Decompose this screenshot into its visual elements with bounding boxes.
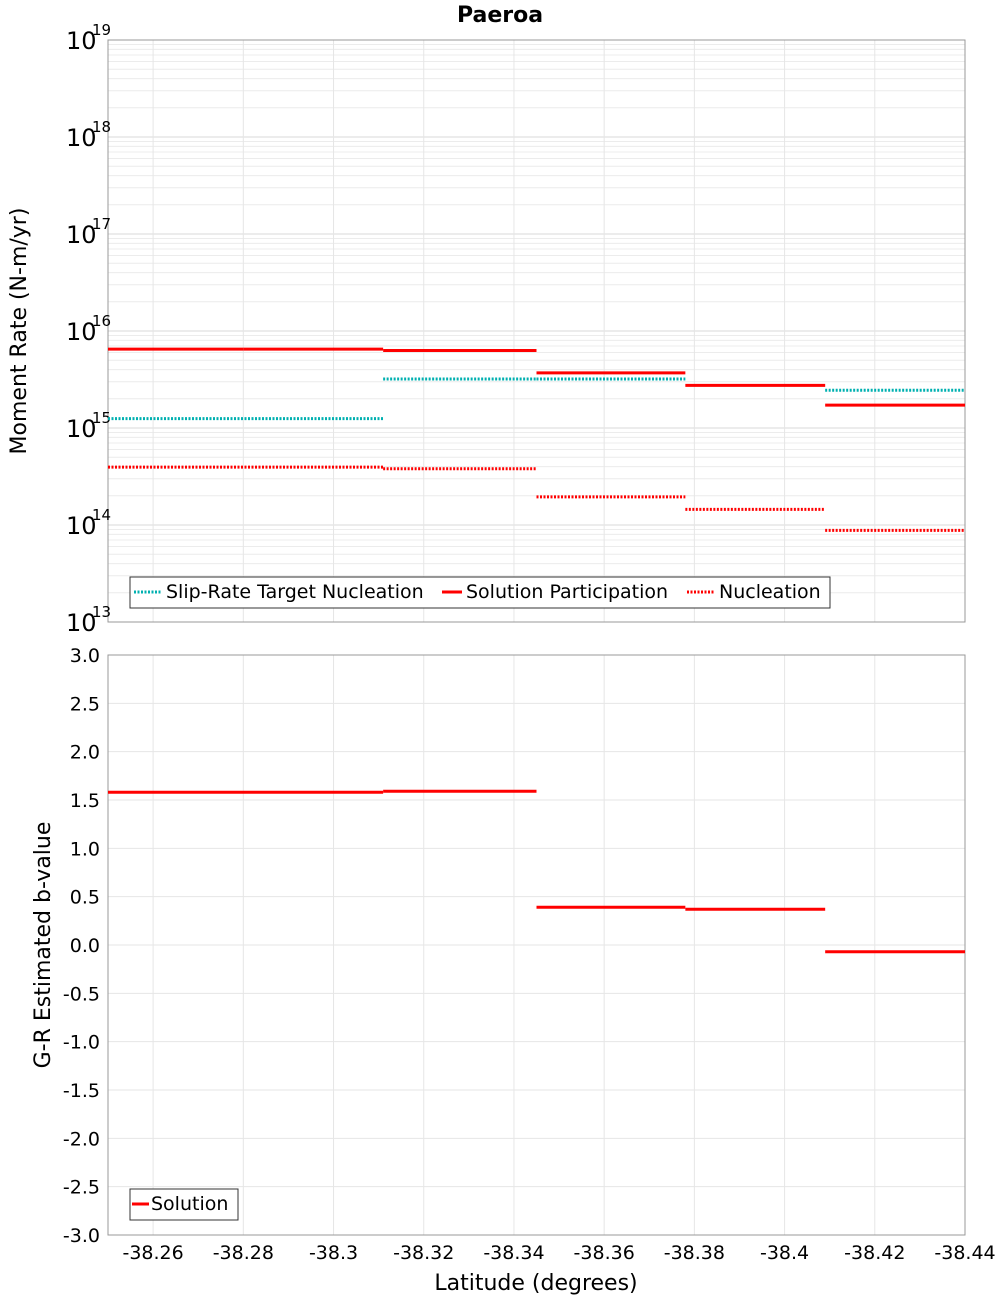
top-legend: Slip-Rate Target Nucleation Solution Par… xyxy=(129,576,831,609)
bottom-y-tick-label: 3.0 xyxy=(70,645,100,667)
bottom-x-axis-ticks: -38.26 -38.28 -38.3 -38.32 -38.34 -38.36 -38.3… xyxy=(122,1242,995,1264)
x-axis-label: Latitude (degrees) xyxy=(434,1271,637,1296)
top-y-tick-exponent: 18 xyxy=(92,118,111,136)
legend-label-solution: Solution xyxy=(151,1193,228,1215)
x-tick-label: -38.4 xyxy=(760,1242,809,1264)
bottom-y-tick-label: 2.0 xyxy=(70,742,100,764)
bottom-plot-frame xyxy=(107,654,966,1236)
top-y-tick-exponent: 17 xyxy=(92,215,111,233)
x-tick-label: -38.44 xyxy=(934,1242,995,1264)
top-y-tick-exponent: 19 xyxy=(92,21,111,39)
bottom-y-tick-label: 1.5 xyxy=(70,790,100,812)
x-tick-label: -38.26 xyxy=(122,1242,183,1264)
x-tick-label: -38.28 xyxy=(213,1242,274,1264)
bottom-y-tick-label: 0.5 xyxy=(70,887,100,909)
x-tick-label: -38.36 xyxy=(574,1242,635,1264)
x-tick-label: -38.32 xyxy=(393,1242,454,1264)
x-tick-label: -38.42 xyxy=(844,1242,905,1264)
bottom-y-axis-label: G-R Estimated b-value xyxy=(31,822,56,1069)
top-y-tick-exponent: 15 xyxy=(92,409,111,427)
bottom-y-tick-label: -2.0 xyxy=(63,1128,100,1150)
bottom-y-tick-label: -1.5 xyxy=(63,1080,100,1102)
top-y-tick-label: 10 xyxy=(66,512,97,540)
legend-label-nucleation: Nucleation xyxy=(719,581,821,603)
bottom-grid xyxy=(108,654,966,1236)
top-y-axis-label: Moment Rate (N-m/yr) xyxy=(7,208,32,455)
bottom-y-tick-label: 1.0 xyxy=(70,838,100,860)
bottom-y-tick-label: -0.5 xyxy=(63,983,100,1005)
top-y-tick-label: 10 xyxy=(66,318,97,346)
bottom-y-tick-label: 2.5 xyxy=(70,693,100,715)
legend-label-slip-rate-target-nucleation: Slip-Rate Target Nucleation xyxy=(166,581,424,603)
bottom-y-tick-label: 0.0 xyxy=(70,935,100,957)
top-y-tick-label: 10 xyxy=(66,27,97,55)
x-tick-label: -38.3 xyxy=(309,1242,358,1264)
top-y-tick-exponent: 16 xyxy=(92,312,111,330)
chart-title: Paeroa xyxy=(457,3,543,28)
bottom-y-tick-label: -3.0 xyxy=(63,1225,100,1247)
top-y-tick-exponent: 14 xyxy=(92,506,111,524)
legend-label-solution-participation: Solution Participation xyxy=(466,581,668,603)
top-y-tick-exponent: 13 xyxy=(92,603,111,621)
top-y-tick-label: 10 xyxy=(66,415,97,443)
bottom-series-group xyxy=(108,789,965,954)
x-tick-label: -38.38 xyxy=(664,1242,725,1264)
top-plot-frame xyxy=(107,39,966,623)
top-series-group xyxy=(108,347,965,532)
bottom-legend: Solution xyxy=(129,1188,239,1221)
bottom-y-tick-label: -1.0 xyxy=(63,1032,100,1054)
top-y-tick-label: 10 xyxy=(66,221,97,249)
bottom-y-tick-label: -2.5 xyxy=(63,1177,100,1199)
top-y-tick-label: 10 xyxy=(66,124,97,152)
top-y-tick-label: 10 xyxy=(66,609,97,637)
top-grid xyxy=(108,39,966,623)
x-tick-label: -38.34 xyxy=(483,1242,544,1264)
bottom-y-axis-ticks: 3.0 2.5 2.0 1.5 1.0 0.5 0.0 -0.5 -1.0 -1.5 -2.0 -2.… xyxy=(63,645,100,1247)
